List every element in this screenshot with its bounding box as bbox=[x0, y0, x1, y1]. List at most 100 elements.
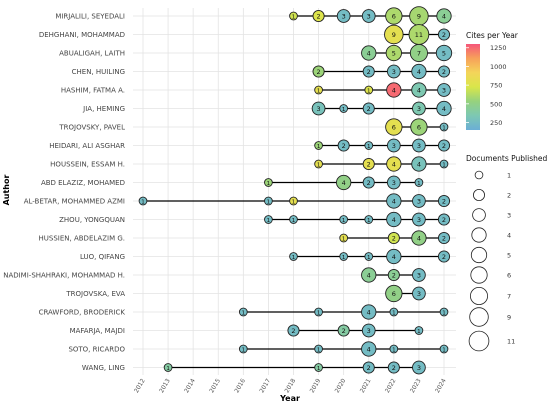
author-label: TROJOVSKY, PAVEL bbox=[58, 124, 125, 132]
bubble bbox=[387, 231, 400, 245]
bubble-label: 1 bbox=[442, 310, 446, 316]
x-tick-label: 2015 bbox=[208, 377, 222, 394]
bubble-label: 4 bbox=[442, 12, 446, 20]
bubble-label: 1 bbox=[367, 144, 371, 150]
size-legend-circle bbox=[469, 307, 489, 327]
x-tick-label: 2019 bbox=[309, 377, 323, 394]
size-legend-label: 5 bbox=[507, 252, 511, 260]
bubble-label: 1 bbox=[267, 199, 271, 205]
color-scale-label: 1250 bbox=[490, 44, 507, 52]
bubble bbox=[361, 323, 376, 338]
bubble bbox=[289, 215, 298, 224]
bubble bbox=[385, 284, 403, 303]
bubble-label: 2 bbox=[367, 160, 371, 168]
x-tick-label: 2022 bbox=[384, 377, 398, 394]
bubble-label: 4 bbox=[392, 86, 396, 94]
bubble bbox=[414, 178, 424, 187]
bubble bbox=[238, 307, 248, 317]
bubble-label: 1 bbox=[392, 310, 396, 316]
bubble bbox=[409, 43, 428, 63]
size-legend: Documents Published 1 2 3 4 5 6 7 9 11 bbox=[466, 154, 547, 352]
grid-lines bbox=[133, 8, 456, 375]
bubble-label: 3 bbox=[417, 216, 421, 224]
bubble bbox=[412, 268, 426, 282]
bubble bbox=[385, 7, 403, 25]
x-tick-label: 2016 bbox=[233, 377, 247, 394]
bubble bbox=[336, 9, 351, 23]
bubble bbox=[389, 307, 399, 317]
bubble bbox=[385, 44, 402, 62]
bubble bbox=[387, 268, 400, 282]
x-tick-label: 2021 bbox=[359, 377, 373, 394]
bubble-label: 3 bbox=[317, 105, 321, 113]
bubble-label: 2 bbox=[442, 234, 446, 242]
bubble-label: 6 bbox=[392, 123, 396, 131]
x-tick-label: 2014 bbox=[183, 377, 197, 394]
bubble bbox=[337, 139, 350, 152]
bubble-label: 5 bbox=[442, 49, 446, 57]
bubble-label: 4 bbox=[417, 160, 421, 168]
size-legend-circle bbox=[470, 266, 488, 284]
bubble bbox=[336, 174, 352, 191]
bubble-label: 1 bbox=[242, 310, 246, 316]
bubble bbox=[437, 28, 451, 41]
bubble bbox=[437, 231, 451, 245]
bubble-label: 2 bbox=[367, 68, 371, 76]
bubble-label: 3 bbox=[367, 327, 371, 335]
x-tick-label: 2013 bbox=[158, 377, 172, 394]
bubble-label: 2 bbox=[392, 271, 396, 279]
bubble bbox=[362, 157, 375, 171]
bubble-label: 5 bbox=[392, 49, 396, 57]
size-legend-circle bbox=[470, 246, 488, 264]
bubble bbox=[437, 213, 451, 226]
bubble-label: 3 bbox=[342, 12, 346, 20]
bubble bbox=[386, 211, 402, 228]
author-label: DEHGHANI, MOHAMMAD bbox=[39, 31, 125, 39]
bubble bbox=[439, 122, 449, 132]
size-legend-label: 3 bbox=[507, 212, 511, 220]
bubble bbox=[362, 176, 375, 189]
bubble-label: 2 bbox=[317, 68, 321, 76]
bubble bbox=[361, 341, 377, 357]
color-legend: Cites per Year 1250 1000 750 500 250 bbox=[466, 31, 519, 130]
bubble bbox=[386, 175, 401, 190]
bubble bbox=[314, 159, 323, 169]
bubble bbox=[264, 196, 273, 206]
bubble bbox=[314, 344, 323, 354]
x-axis-label: Year bbox=[279, 394, 300, 403]
bubble bbox=[386, 193, 402, 209]
bubble-label: 11 bbox=[415, 31, 423, 39]
bubble bbox=[386, 138, 401, 153]
bubbles: 1 2 3 3 6 9 49 11 24 5 7 52 2 3 4 21 1 4 4 33 1 2 3 46 6 11 2 1 3 3 21… bbox=[138, 6, 453, 375]
x-tick-label: 2018 bbox=[284, 377, 298, 394]
bubble-label: 3 bbox=[417, 364, 421, 372]
bubble bbox=[287, 324, 300, 337]
size-legend-label: 2 bbox=[507, 192, 511, 200]
bubble-label: 1 bbox=[367, 218, 371, 224]
bubble-label: 1 bbox=[141, 199, 145, 205]
bubble bbox=[439, 307, 449, 317]
bubble-label: 4 bbox=[392, 253, 396, 261]
bubble bbox=[163, 363, 173, 372]
bubble-label: 1 bbox=[342, 107, 346, 113]
bubble bbox=[386, 156, 402, 172]
bubble-label: 2 bbox=[317, 12, 321, 20]
bubble-label: 6 bbox=[392, 12, 396, 20]
bubble-label: 2 bbox=[392, 364, 396, 372]
y-axis: MIRJALILI, SEYEDALI DEHGHANI, MOHAMMAD ABU… bbox=[3, 13, 125, 373]
color-scale-label: 250 bbox=[490, 119, 502, 127]
bubble-label: 1 bbox=[292, 255, 296, 261]
bubble-label: 3 bbox=[417, 290, 421, 298]
x-tick-label: 2023 bbox=[409, 377, 423, 394]
bubble-label: 1 bbox=[317, 162, 321, 168]
bubble-label: 2 bbox=[442, 197, 446, 205]
size-legend-circle bbox=[468, 330, 490, 352]
bubble bbox=[289, 196, 298, 206]
bubble-label: 1 bbox=[342, 218, 346, 224]
author-label: SOTO, RICARDO bbox=[68, 346, 125, 354]
bubble bbox=[312, 65, 325, 78]
size-legend-circle bbox=[472, 188, 485, 201]
author-label: AL-BETAR, MOHAMMED AZMI bbox=[24, 198, 125, 206]
bubble bbox=[289, 252, 298, 261]
